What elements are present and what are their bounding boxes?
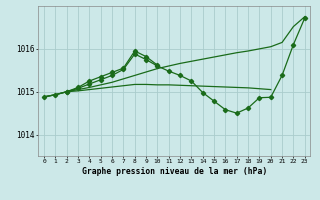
X-axis label: Graphe pression niveau de la mer (hPa): Graphe pression niveau de la mer (hPa) bbox=[82, 167, 267, 176]
